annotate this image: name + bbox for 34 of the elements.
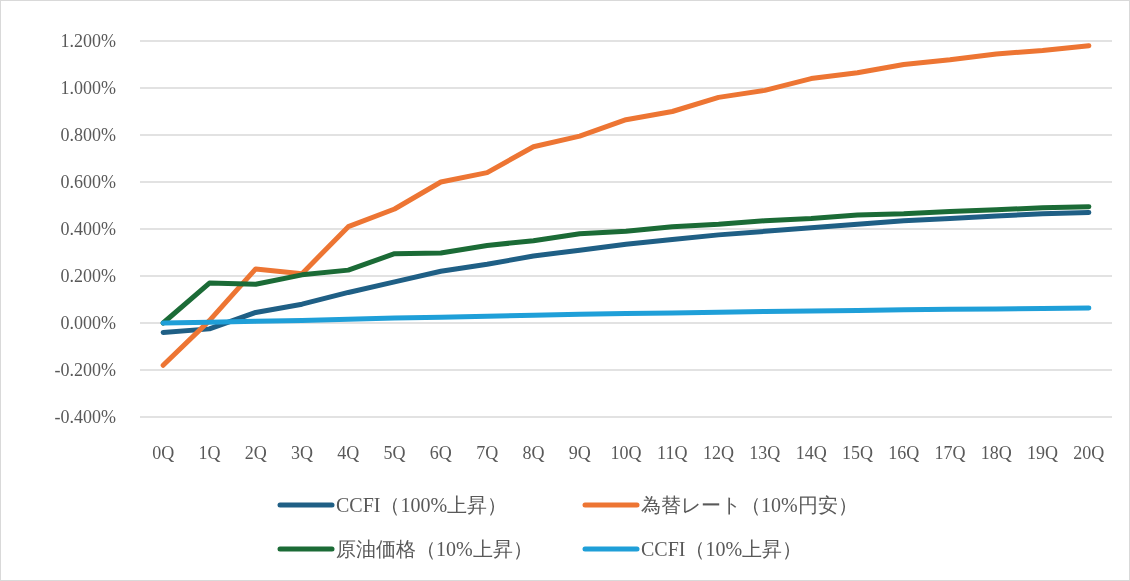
legend-label: CCFI（100%上昇） [336,494,508,516]
x-tick-label: 19Q [1027,443,1059,463]
y-tick-label: 0.800% [60,125,116,145]
x-tick-label: 13Q [749,443,781,463]
x-tick-label: 17Q [934,443,966,463]
x-tick-label: 15Q [841,443,873,463]
x-tick-label: 11Q [657,443,688,463]
y-tick-label: 0.200% [60,266,116,286]
x-tick-label: 14Q [795,443,827,463]
x-tick-label: 2Q [244,443,267,463]
legend-label: 為替レート（10%円安） [641,494,858,516]
legend-label: 原油価格（10%上昇） [336,538,533,560]
y-tick-label: -0.400% [54,407,116,427]
x-tick-label: 10Q [610,443,642,463]
y-tick-label: 1.000% [60,78,116,98]
x-tick-label: 20Q [1073,443,1105,463]
y-tick-label: -0.200% [54,360,116,380]
x-tick-label: 6Q [429,443,452,463]
x-tick-label: 3Q [291,443,313,463]
x-tick-label: 1Q [198,443,221,463]
y-tick-label: 0.400% [60,219,116,239]
x-tick-label: 4Q [337,443,360,463]
x-tick-label: 12Q [703,443,735,463]
x-tick-label: 16Q [888,443,920,463]
y-tick-label: 1.200% [60,31,116,51]
x-tick-label: 9Q [568,443,591,463]
x-tick-label: 5Q [383,443,406,463]
y-tick-label: 0.000% [60,313,116,333]
x-tick-label: 18Q [980,443,1012,463]
x-tick-label: 0Q [152,443,175,463]
y-tick-label: 0.600% [60,172,116,192]
x-tick-label: 7Q [476,443,499,463]
legend-label: CCFI（10%上昇） [641,538,803,560]
x-tick-label: 8Q [522,443,545,463]
